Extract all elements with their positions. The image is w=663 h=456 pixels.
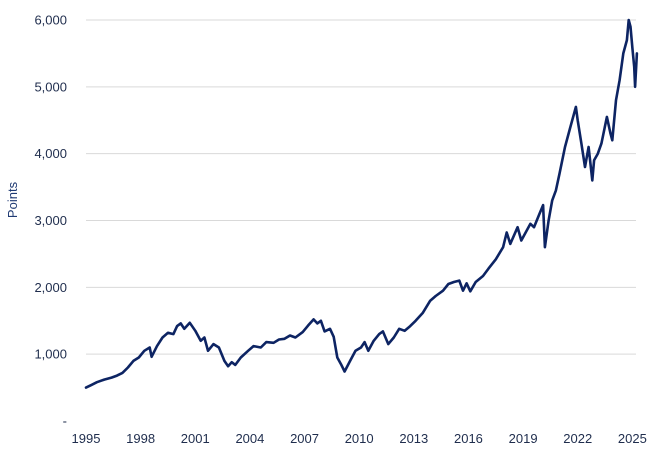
x-tick-label: 2007	[290, 431, 319, 446]
x-tick-label: 2010	[345, 431, 374, 446]
x-tick-label: 1995	[72, 431, 101, 446]
y-tick-label: 2,000	[34, 280, 67, 295]
x-tick-label: 1998	[126, 431, 155, 446]
x-tick-label: 2004	[235, 431, 264, 446]
x-tick-label: 2022	[563, 431, 592, 446]
y-tick-label: -	[63, 414, 67, 429]
series-line	[84, 18, 639, 389]
x-axis-ticks: 1995 1998 2001 2004 2007 2010 2013 2016 2019 2022…	[72, 431, 647, 446]
x-tick-label: 2019	[509, 431, 538, 446]
y-axis-ticks: - 1,000 2,000 3,000 4,000 5,000 6,000	[34, 13, 67, 429]
x-tick-label: 2001	[181, 431, 210, 446]
x-tick-label: 2016	[454, 431, 483, 446]
y-tick-label: 1,000	[34, 347, 67, 362]
x-tick-label: 2013	[399, 431, 428, 446]
y-tick-label: 3,000	[34, 213, 67, 228]
x-tick-label: 2025	[618, 431, 647, 446]
gridlines	[86, 19, 636, 355]
y-tick-label: 6,000	[34, 13, 67, 28]
y-tick-label: 5,000	[34, 79, 67, 94]
y-tick-label: 4,000	[34, 146, 67, 161]
y-axis-label: Points	[5, 181, 20, 218]
